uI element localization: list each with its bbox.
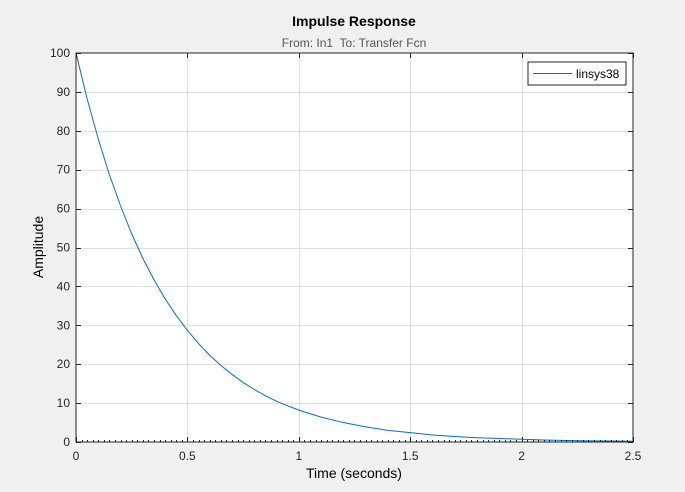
grid (76, 53, 633, 442)
axes-background (76, 53, 633, 442)
legend-entry-label: linsys38 (576, 67, 620, 81)
x-axis-label: Time (seconds) (306, 465, 402, 481)
x-tick-label: 2.5 (625, 449, 642, 463)
y-tick-label: 90 (57, 85, 71, 99)
ticks (76, 53, 634, 443)
y-tick-label: 40 (57, 279, 71, 293)
y-tick-label: 70 (57, 163, 71, 177)
x-tick-label: 1.5 (402, 449, 419, 463)
y-tick-label: 80 (57, 124, 71, 138)
chart-subtitle: From: In1 To: Transfer Fcn (282, 36, 427, 50)
y-tick-label: 50 (57, 241, 71, 255)
series-line-linsys38[interactable] (75, 52, 634, 442)
y-tick-label: 60 (57, 202, 71, 216)
tick-labels: 0 0.5 1 1.5 2 2.5 0 10 20 30 40 50 60 70 80 90 100 (50, 46, 642, 463)
y-tick-label: 100 (50, 46, 70, 60)
y-tick-label: 20 (57, 357, 71, 371)
y-tick-label: 10 (57, 396, 71, 410)
series-layer (75, 52, 634, 442)
legend[interactable]: linsys38 (527, 61, 627, 86)
x-tick-label: 2 (518, 449, 525, 463)
chart-title: Impulse Response (292, 13, 416, 29)
y-tick-label: 30 (57, 318, 71, 332)
x-tick-label: 1 (295, 449, 302, 463)
y-tick-label: 0 (63, 435, 70, 449)
legend-box (527, 61, 627, 86)
y-axis-label: Amplitude (30, 216, 46, 278)
x-tick-label: 0 (73, 449, 80, 463)
x-tick-label: 0.5 (179, 449, 196, 463)
